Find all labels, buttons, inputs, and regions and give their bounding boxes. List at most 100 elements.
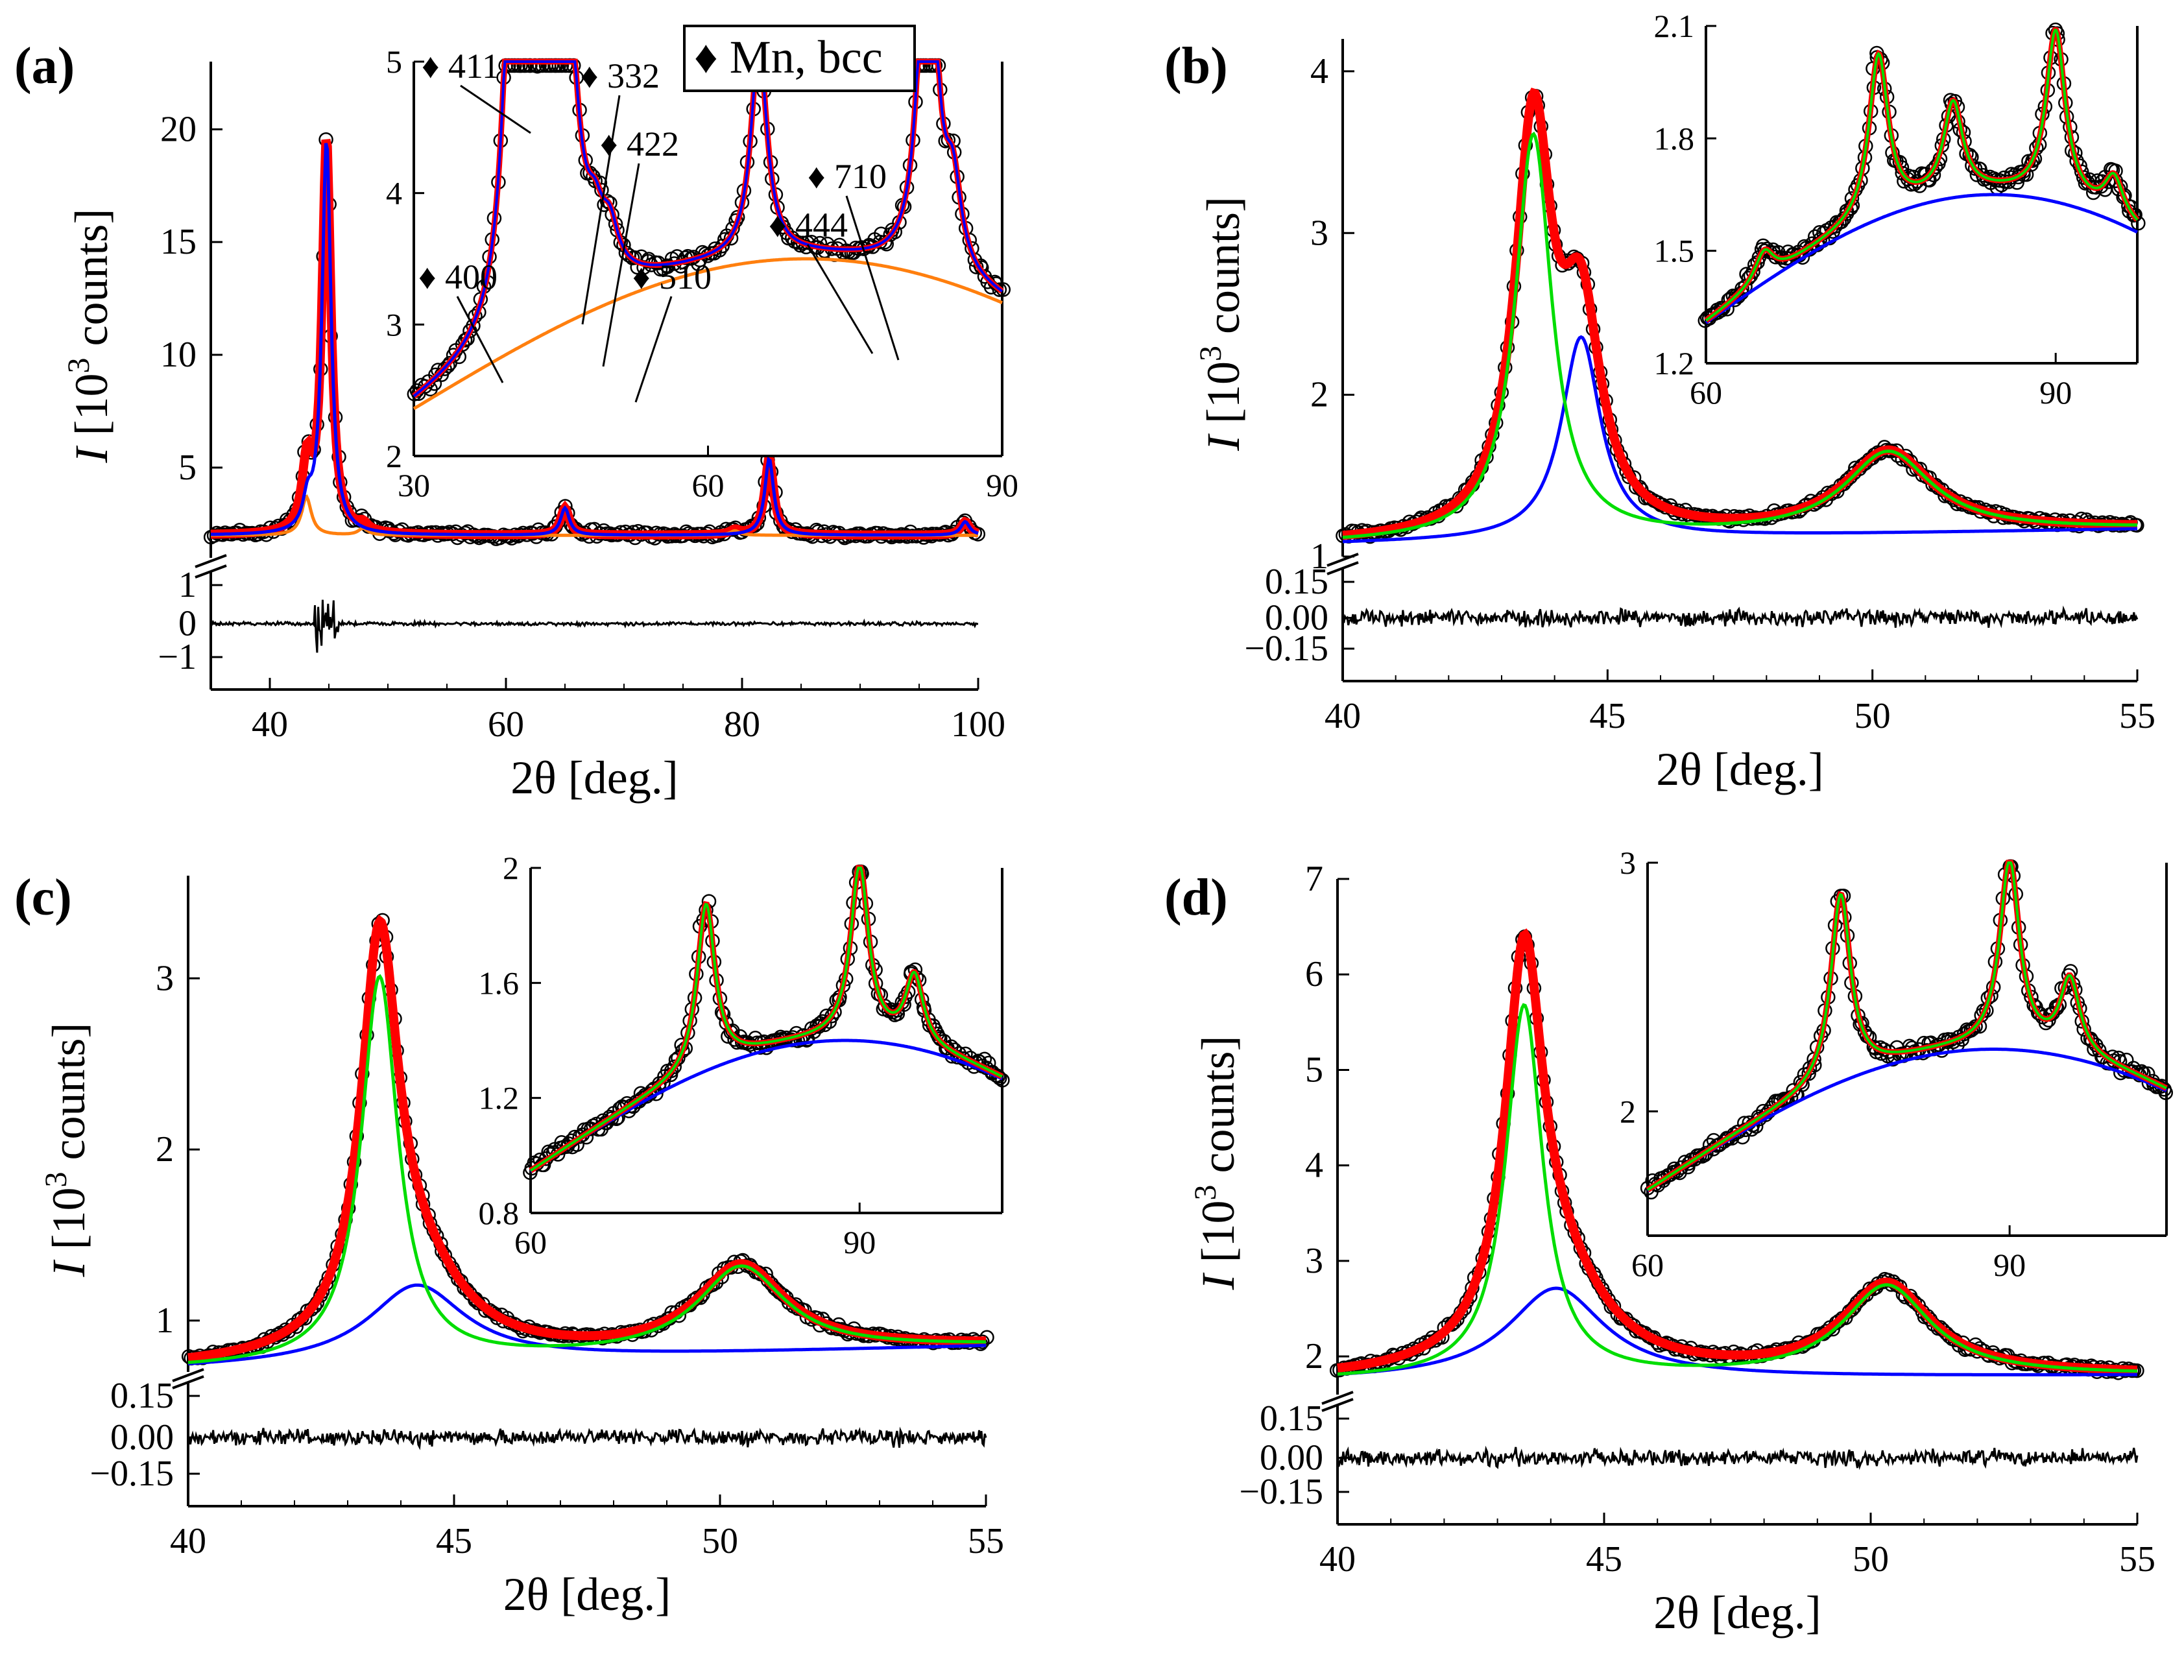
y-axis-title-part: counts] xyxy=(43,1023,95,1172)
y-axis-title: I [103 counts] xyxy=(62,209,117,464)
blue-component-curve xyxy=(187,1283,986,1365)
y-axis-title-part: [10 xyxy=(43,1188,95,1262)
inset: 60 90 0.8 1.2 1.6 2 xyxy=(479,850,1010,1260)
x-tick-label: 55 xyxy=(2119,1539,2155,1579)
inset-data-point xyxy=(1734,281,1749,296)
inset-background-curve xyxy=(413,257,1003,411)
residual-tick-label: 0.00 xyxy=(1260,1438,1323,1478)
inset-data-point xyxy=(992,282,1007,297)
y-tick-label: 3 xyxy=(1310,213,1328,253)
y-axis-title: I [103 counts] xyxy=(39,1023,95,1278)
y-tick-label: 1 xyxy=(156,1301,174,1341)
residual-tick-label: 0 xyxy=(178,604,197,644)
inset-data-point xyxy=(723,1024,738,1040)
y-tick-label: 4 xyxy=(1305,1146,1323,1186)
x-axis-title: 2θ [deg.] xyxy=(1653,1587,1821,1638)
residual-trace xyxy=(210,599,979,653)
residual-tick-label: 0.15 xyxy=(1260,1398,1323,1439)
inset-y-tick-label: 1.6 xyxy=(479,965,520,1001)
bcc-curve xyxy=(211,143,979,537)
y-axis-title-sup: 3 xyxy=(1194,346,1228,361)
inset-x-tick-label: 60 xyxy=(1690,374,1722,411)
x-tick-label: 60 xyxy=(488,704,524,745)
hkl-annotation: ♦ 332 xyxy=(581,56,660,95)
y-tick-label: 1 xyxy=(1310,536,1328,577)
y-axis-title-part: [10 xyxy=(66,374,117,448)
y-tick-label: 3 xyxy=(1305,1241,1323,1281)
hkl-annotation: ♦ 411 xyxy=(422,47,499,86)
x-tick-label: 50 xyxy=(1853,1539,1889,1579)
axis-break-mark xyxy=(1326,561,1359,575)
inset: 30 60 90 2 3 4 5 ♦ 411 ♦ 332 ♦ 422 ♦ 400 ♦ 510 ♦ 444… xyxy=(386,43,1018,503)
inset-data-point xyxy=(1965,1021,1980,1037)
inset-data-point xyxy=(992,1070,1007,1086)
residual-tick-label: 0.15 xyxy=(1265,562,1328,602)
inset-x-tick-label: 90 xyxy=(2039,374,2072,411)
inset-data-point xyxy=(990,1069,1006,1084)
y-axis-title: I [103 counts] xyxy=(1194,197,1249,451)
blue-component-curve xyxy=(1342,335,2138,544)
y-axis-title: I [103 counts] xyxy=(1188,1036,1244,1291)
residual-tick-label: −0.15 xyxy=(90,1454,174,1494)
inset-y-tick-label: 2 xyxy=(1620,1093,1636,1129)
y-tick-label: 4 xyxy=(1310,51,1328,91)
y-tick-label: 2 xyxy=(156,1129,174,1170)
green-component-curve xyxy=(1342,131,2138,539)
x-axis-title: 2θ [deg.] xyxy=(503,1568,671,1620)
hkl-annotation: ♦ 400 xyxy=(418,258,498,296)
x-tick-label: 40 xyxy=(1325,696,1361,736)
y-axis-title-sup: 3 xyxy=(62,358,96,374)
inset-x-tick-label: 30 xyxy=(398,467,430,503)
y-tick-label: 5 xyxy=(1305,1050,1323,1090)
x-axis-title: 2θ [deg.] xyxy=(1656,743,1823,795)
hkl-annotation: ♦ 444 xyxy=(769,206,848,245)
y-tick-label: 3 xyxy=(156,958,174,998)
inset-y-tick-label: 2 xyxy=(386,438,402,474)
y-axis-title-italic: I xyxy=(43,1259,95,1277)
inset-y-tick-label: 3 xyxy=(386,306,402,342)
inset-x-tick-label: 90 xyxy=(1993,1247,2026,1283)
inset-y-tick-label: 1.2 xyxy=(479,1080,520,1116)
y-tick-label: 15 xyxy=(160,222,197,262)
y-axis-title-part: counts] xyxy=(66,209,117,358)
residual-tick-label: 0.15 xyxy=(110,1376,174,1416)
residual-tick-label: 1 xyxy=(178,565,197,605)
inset: 60 90 1.2 1.5 1.8 2.1 xyxy=(1654,8,2146,411)
inset-y-tick-label: 4 xyxy=(386,175,402,211)
inset-y-tick-label: 2.1 xyxy=(1654,8,1695,44)
axis-break-mark xyxy=(1321,1391,1354,1405)
inset-data-point xyxy=(1687,1151,1703,1167)
x-tick-label: 40 xyxy=(1319,1539,1356,1579)
y-tick-label: 2 xyxy=(1310,375,1328,415)
inset-x-tick-label: 60 xyxy=(692,467,725,503)
inset-component-curve xyxy=(413,60,1003,398)
inset-data-point xyxy=(457,333,473,348)
inset-x-tick-label: 90 xyxy=(986,467,1018,503)
panel-label: (d) xyxy=(1164,869,1228,926)
green-component-curve xyxy=(187,974,986,1364)
inset-background-curve xyxy=(1705,193,2139,324)
x-tick-label: 50 xyxy=(1854,696,1891,736)
inset-component-curve xyxy=(1705,29,2139,322)
residual-trace xyxy=(1336,1445,2139,1470)
x-tick-label: 55 xyxy=(2119,696,2155,736)
legend-box xyxy=(683,25,916,92)
panel-label: (b) xyxy=(1164,38,1228,95)
axis-break-mark xyxy=(172,1368,204,1382)
residual-tick-label: −0.15 xyxy=(1239,1472,1323,1512)
x-tick-label: 45 xyxy=(1586,1539,1622,1579)
residual-tick-label: −0.15 xyxy=(1244,629,1328,669)
hkl-arrow xyxy=(602,163,640,367)
x-tick-label: 45 xyxy=(436,1521,472,1561)
inset-x-tick-label: 60 xyxy=(1631,1247,1664,1283)
hkl-arrow xyxy=(460,84,531,134)
x-tick-label: 100 xyxy=(951,704,1005,745)
y-axis-title-sup: 3 xyxy=(1188,1185,1223,1201)
inset: 60 90 2 3 xyxy=(1620,845,2174,1283)
y-axis-title-part: [10 xyxy=(1192,1201,1244,1275)
panel-c: 40 45 50 55 1 2 3 0.150.00−0.15 2θ [deg.] I [103 … xyxy=(14,850,1010,1620)
green-component-curve xyxy=(1337,1003,2137,1376)
